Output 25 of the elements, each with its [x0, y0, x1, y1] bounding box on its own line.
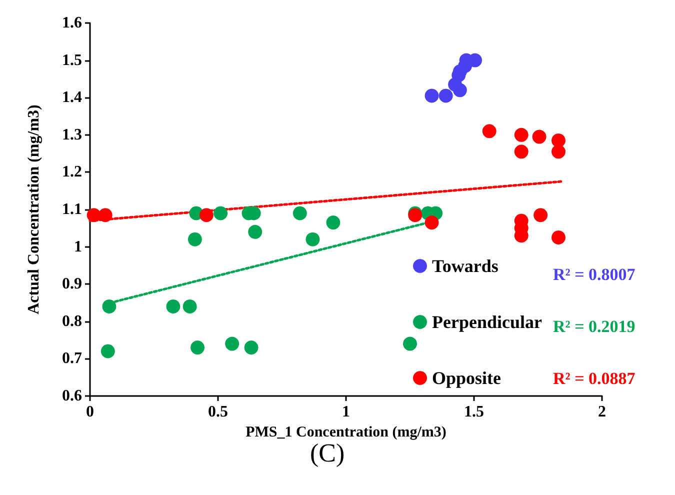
- y-tick-label: 1.6: [62, 14, 82, 32]
- y-tick-label: 0.6: [62, 388, 82, 404]
- x-tick-label: 1: [342, 404, 350, 420]
- y-axis-title: Actual Concentration (mg/m3): [26, 104, 42, 314]
- x-tick-label: 2: [598, 404, 606, 420]
- annotation: R² = 0.2019: [553, 317, 636, 336]
- y-tick-label: 0.9: [62, 276, 82, 293]
- y-tick-label: 1.4: [62, 89, 82, 106]
- x-tick-label: 0.5: [208, 404, 228, 420]
- y-tick-label: 1.5: [62, 52, 82, 69]
- y-tick-label: 1.3: [62, 126, 82, 144]
- y-tick-label: 1.2: [62, 164, 82, 181]
- legend-label: Perpendicular: [432, 312, 542, 332]
- x-tick-label: 0: [86, 404, 94, 420]
- text: (C): [310, 438, 345, 468]
- x-tick-label: 1.5: [464, 404, 484, 420]
- annotation: R² = 0.0887: [553, 369, 636, 388]
- annotation: R² = 0.8007: [553, 265, 636, 284]
- x-axis-title: PMS_1 Concentration (mg/m3): [246, 424, 446, 440]
- y-tick-label: 0.8: [62, 312, 82, 330]
- y-tick-label: 1.1: [62, 201, 82, 218]
- legend-label: Towards: [432, 256, 498, 276]
- y-tick-label: 1: [74, 238, 82, 256]
- y-tick-label: 0.7: [62, 350, 82, 368]
- legend-label: Opposite: [432, 368, 502, 388]
